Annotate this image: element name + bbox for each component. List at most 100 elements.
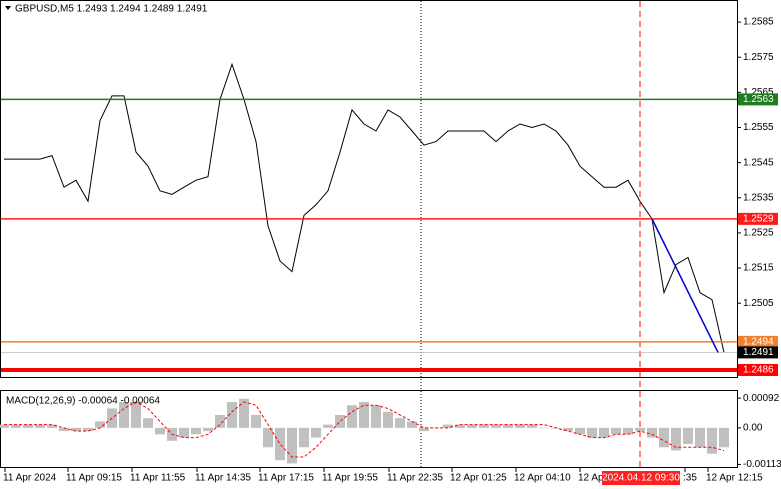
macd-bar xyxy=(599,427,609,438)
level-label: 1.2494 xyxy=(743,337,774,348)
level-label-box xyxy=(738,363,778,376)
level-label-box xyxy=(738,346,778,359)
x-tick-label: 11 Apr 17:15 xyxy=(258,473,314,484)
macd-bar xyxy=(131,401,141,428)
macd-bar xyxy=(215,414,225,428)
macd-bar xyxy=(383,411,393,428)
macd-bar xyxy=(119,401,129,428)
level-label: 1.2486 xyxy=(743,365,774,376)
macd-bar xyxy=(371,405,381,428)
y-tick-label: 1.2575 xyxy=(743,52,774,63)
macd-bar xyxy=(11,424,21,428)
menu-icon xyxy=(5,6,11,10)
macd-bar xyxy=(623,427,633,435)
level-label: 1.2563 xyxy=(743,94,774,105)
macd-bar xyxy=(263,427,273,448)
macd-bar xyxy=(407,421,417,428)
macd-bar xyxy=(395,418,405,428)
level-label-box xyxy=(738,335,778,348)
macd-bar xyxy=(659,427,669,448)
level-label-box xyxy=(738,93,778,106)
macd-bar xyxy=(179,427,189,438)
macd-bar xyxy=(491,424,501,428)
macd-bar xyxy=(59,427,69,432)
macd-bar xyxy=(203,427,213,432)
y-tick-label: 1.2545 xyxy=(743,157,774,168)
x-tick-label: 11 Apr 14:35 xyxy=(195,473,251,484)
x-tick-label: 11 Apr 19:55 xyxy=(322,473,378,484)
macd-bar xyxy=(143,418,153,428)
macd-bar xyxy=(635,427,645,432)
x-tick-label: 12 Apr xyxy=(578,473,608,484)
macd-bar xyxy=(155,427,165,435)
macd-bar xyxy=(527,424,537,428)
macd-bar xyxy=(683,427,693,445)
x-tick-label: 11 Apr 2024 xyxy=(3,473,57,484)
cursor-label-box xyxy=(602,471,680,485)
macd-panel xyxy=(0,390,738,468)
cursor-label: 2024.04.12 09:30 xyxy=(602,473,680,484)
x-tick-label: 11 Apr 22:35 xyxy=(387,473,443,484)
macd-bar xyxy=(671,427,681,451)
y-tick-label: 1.2525 xyxy=(743,228,774,239)
macd-bar xyxy=(239,398,249,428)
macd-bar xyxy=(335,414,345,428)
macd-bar xyxy=(35,424,45,428)
y-tick-label: 1.2555 xyxy=(743,122,774,133)
y-tick-label: 1.2565 xyxy=(743,87,774,98)
macd-bar xyxy=(299,427,309,448)
y-tick-label: -0.00113 xyxy=(743,459,781,470)
macd-bar xyxy=(563,427,573,432)
macd-bar xyxy=(587,427,597,438)
macd-bar xyxy=(719,427,729,448)
y-tick-label: 1.2515 xyxy=(743,263,774,274)
macd-bar xyxy=(419,427,429,432)
chart-title: GBPUSD,M5 1.2493 1.2494 1.2489 1.2491 xyxy=(15,4,208,15)
main-panel xyxy=(0,0,738,378)
signal-line xyxy=(4,401,725,458)
macd-bar xyxy=(95,421,105,428)
x-tick-label: 12 Apr 04:10 xyxy=(514,473,571,484)
x-tick-label: 12 Apr 12:15 xyxy=(706,473,763,484)
macd-bar xyxy=(479,424,489,428)
y-tick-label: 0.00092 xyxy=(743,393,780,404)
macd-bar xyxy=(443,424,453,428)
y-tick-label: 1.2535 xyxy=(743,192,774,203)
macd-bar xyxy=(323,424,333,428)
y-tick-label: 1.2505 xyxy=(743,298,774,309)
x-tick-label: 12 Apr 01:25 xyxy=(450,473,507,484)
macd-bar xyxy=(83,427,93,432)
macd-bar xyxy=(503,424,513,428)
macd-bar xyxy=(359,401,369,428)
y-tick-label: 1.2585 xyxy=(743,17,774,28)
macd-bar xyxy=(611,427,621,435)
price-line xyxy=(4,62,725,353)
level-label-box xyxy=(738,212,778,225)
x-tick-label: 11 Apr 11:55 xyxy=(130,473,186,484)
macd-bar xyxy=(467,424,477,428)
macd-bar xyxy=(695,427,705,448)
macd-bar xyxy=(251,414,261,428)
macd-bar xyxy=(347,405,357,428)
macd-bar xyxy=(47,424,57,428)
y-tick-label: 0.00 xyxy=(743,423,763,434)
macd-bar xyxy=(539,427,549,429)
macd-bar xyxy=(311,427,321,438)
macd-bar xyxy=(0,424,9,428)
macd-bar xyxy=(191,427,201,435)
macd-bar xyxy=(707,427,717,454)
macd-bar xyxy=(275,427,285,461)
macd-bar xyxy=(23,424,33,428)
macd-bar xyxy=(515,424,525,428)
level-label: 1.2491 xyxy=(743,347,774,358)
macd-bar xyxy=(71,427,81,432)
x-tick-label: :35 xyxy=(683,473,697,484)
macd-bar xyxy=(647,427,657,438)
macd-bar xyxy=(575,427,585,435)
trendline xyxy=(651,218,719,353)
macd-title: MACD(12,26,9) -0.00064 -0.00064 xyxy=(6,396,160,407)
level-label: 1.2529 xyxy=(743,214,774,225)
